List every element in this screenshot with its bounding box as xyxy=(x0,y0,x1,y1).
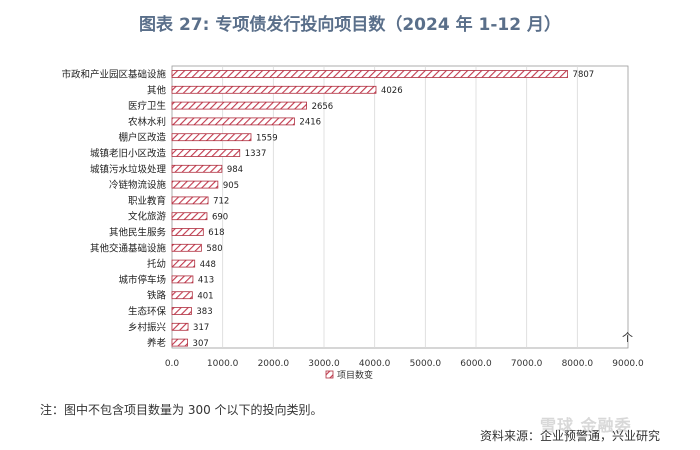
legend: 项目数变 xyxy=(325,369,373,381)
category-label: 其他 xyxy=(147,84,167,96)
value-label: 383 xyxy=(196,307,212,317)
bar xyxy=(171,243,202,252)
value-label: 712 xyxy=(213,197,229,207)
bars-group xyxy=(171,70,568,347)
category-label: 城镇老旧小区改造 xyxy=(90,148,167,160)
category-label: 医疗卫生 xyxy=(128,100,167,112)
x-tick-label: 7000.0 xyxy=(511,359,543,369)
x-tick-label: 4000.0 xyxy=(359,359,391,369)
unit-mark: 个 xyxy=(622,331,633,344)
category-label: 城市停车场 xyxy=(118,274,166,286)
value-label: 401 xyxy=(197,291,213,301)
value-label: 7807 xyxy=(573,70,595,80)
bar xyxy=(171,85,377,94)
watermark: 雪球 金融委 xyxy=(540,416,632,435)
x-tick-label: 3000.0 xyxy=(308,359,340,369)
value-label: 2416 xyxy=(299,118,321,128)
bar xyxy=(171,101,307,110)
category-label: 农林水利 xyxy=(128,116,166,128)
bar xyxy=(171,338,188,347)
x-tick-label: 6000.0 xyxy=(460,359,492,369)
category-label: 文化旅游 xyxy=(128,211,167,223)
footnote: 注：图中不包含项目数量为 300 个以下的投向类别。 xyxy=(40,403,323,417)
category-label: 养老 xyxy=(147,337,167,349)
bar xyxy=(171,196,209,205)
value-label: 618 xyxy=(208,228,224,238)
x-tick-label: 2000.0 xyxy=(258,359,290,369)
value-label: 690 xyxy=(212,212,228,222)
bar xyxy=(171,291,193,300)
bar xyxy=(171,117,295,126)
value-label: 984 xyxy=(227,165,243,175)
category-label: 乡村振兴 xyxy=(128,321,166,333)
category-label: 城镇污水垃圾处理 xyxy=(90,163,167,175)
value-label: 2656 xyxy=(312,102,334,112)
category-label: 冷链物流设施 xyxy=(109,179,167,191)
value-label: 448 xyxy=(200,260,216,270)
value-label: 580 xyxy=(206,244,222,254)
chart-title: 图表 27: 专项债发行投向项目数（2024 年 1-12 月） xyxy=(139,15,561,35)
legend-swatch xyxy=(325,370,334,379)
x-tick-label: 5000.0 xyxy=(410,359,442,369)
value-label: 413 xyxy=(198,276,214,286)
category-label: 职业教育 xyxy=(128,195,166,207)
category-labels: 市政和产业园区基础设施其他医疗卫生农林水利棚户区改造城镇老旧小区改造城镇污水垃圾… xyxy=(61,69,166,350)
source-note: 资料来源：企业预警通，兴业研究 xyxy=(479,429,660,443)
value-label: 1559 xyxy=(256,133,278,143)
x-tick-label: 9000.0 xyxy=(612,359,644,369)
bar xyxy=(171,322,189,331)
bar xyxy=(171,259,196,268)
category-label: 其他民生服务 xyxy=(109,227,167,239)
category-label: 市政和产业园区基础设施 xyxy=(61,69,166,81)
value-label: 307 xyxy=(193,339,209,349)
bar xyxy=(171,307,192,315)
x-tick-label: 8000.0 xyxy=(562,359,594,369)
bar xyxy=(171,228,204,236)
bar xyxy=(171,133,252,142)
bar xyxy=(171,70,568,78)
value-label: 4026 xyxy=(381,86,403,96)
category-label: 铁路 xyxy=(147,290,167,302)
grid-lines xyxy=(222,66,578,348)
category-label: 棚户区改造 xyxy=(118,132,166,144)
bar xyxy=(171,149,241,157)
x-tick-label: 0.0 xyxy=(165,359,180,369)
x-tick-labels: 0.0 1000.0 2000.0 3000.0 4000.0 5000.0 6000.0 7… xyxy=(165,359,644,369)
plot-frame xyxy=(171,65,629,349)
value-label: 905 xyxy=(223,181,239,191)
bar xyxy=(171,212,208,221)
value-label: 1337 xyxy=(245,149,267,159)
legend-label: 项目数变 xyxy=(337,369,373,381)
category-label: 托幼 xyxy=(147,258,166,270)
value-label: 317 xyxy=(193,323,209,333)
category-label: 生态环保 xyxy=(128,306,167,318)
x-tick-label: 1000.0 xyxy=(207,359,239,369)
bar xyxy=(171,275,194,284)
bar xyxy=(171,180,219,189)
category-label: 其他交通基础设施 xyxy=(90,242,167,254)
bar xyxy=(171,164,223,173)
